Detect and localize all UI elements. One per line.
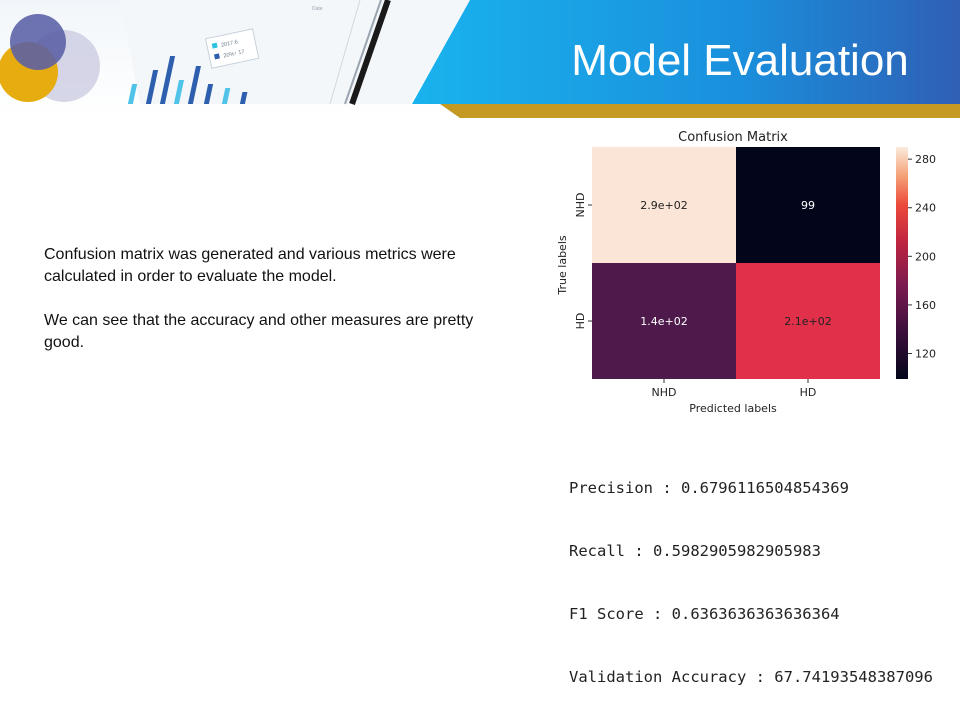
paragraph-confusion: Confusion matrix was generated and vario… — [44, 246, 456, 285]
decor-bars — [127, 56, 248, 104]
cell-annotation-0-1: 99 — [801, 199, 815, 212]
paragraph-accuracy: We can see that the accuracy and other m… — [44, 312, 474, 351]
x-tick-label-1: HD — [800, 386, 817, 399]
cell-annotation-0-0: 2.9e+02 — [640, 199, 687, 212]
metric-validation-accuracy: Validation Accuracy : 67.74193548387096 — [569, 668, 933, 686]
confusion-matrix-svg: Confusion Matrix 2.9e+02 99 1.4e+02 2.1e+02… — [556, 130, 936, 415]
colorbar-tick-label-0: 120 — [915, 347, 936, 360]
metric-precision: Precision : 0.6796116504854369 — [569, 479, 849, 497]
decor-label-date: 2017.6 — [221, 39, 239, 48]
cell-1-0 — [592, 263, 736, 379]
confusion-matrix-chart: Confusion Matrix 2.9e+02 99 1.4e+02 2.1e+02… — [548, 124, 944, 422]
metrics-output: Precision : 0.6796116504854369 Recall : … — [569, 436, 933, 709]
decor-label-top: Date — [312, 6, 323, 12]
y-tick-label-0: NHD — [574, 193, 587, 218]
cell-0-1 — [736, 147, 880, 263]
decor-legend: 2017.6 20%↑ 17 — [204, 28, 260, 69]
y-tick-label-1: HD — [574, 313, 587, 330]
header-decoration: 2017.6 20%↑ 17 Date — [0, 0, 960, 118]
slide-title: Model Evaluation — [571, 36, 909, 85]
colorbar — [896, 147, 908, 379]
header-banner: 2017.6 20%↑ 17 Date Model Evaluation — [0, 0, 960, 118]
y-axis-label: True labels — [556, 235, 569, 295]
colorbar-tick-label-4: 280 — [915, 153, 936, 166]
pen-highlight — [344, 0, 382, 105]
x-tick-label-0: NHD — [652, 386, 677, 399]
metric-f1-score: F1 Score : 0.6363636363636364 — [569, 605, 840, 623]
colorbar-tick-label-1: 160 — [915, 299, 936, 312]
x-axis-label: Predicted labels — [689, 402, 777, 415]
chart-title: Confusion Matrix — [678, 130, 788, 145]
blue-band — [412, 0, 960, 104]
decor-label-pct: 20%↑ 17 — [223, 49, 245, 59]
tablet-shape — [120, 0, 470, 104]
gold-band — [440, 104, 960, 118]
body-text: Confusion matrix was generated and vario… — [44, 244, 514, 376]
decor-circle-blue — [10, 14, 66, 70]
cell-0-0 — [592, 147, 736, 263]
colorbar-tick-label-3: 240 — [915, 202, 936, 215]
cell-1-1 — [736, 263, 880, 379]
colorbar-tick-label-2: 200 — [915, 250, 936, 263]
metric-recall: Recall : 0.5982905982905983 — [569, 542, 821, 560]
tablet-edge — [329, 0, 361, 105]
cell-annotation-1-1: 2.1e+02 — [784, 315, 831, 328]
cell-annotation-1-0: 1.4e+02 — [640, 315, 687, 328]
pen-icon — [349, 0, 391, 105]
